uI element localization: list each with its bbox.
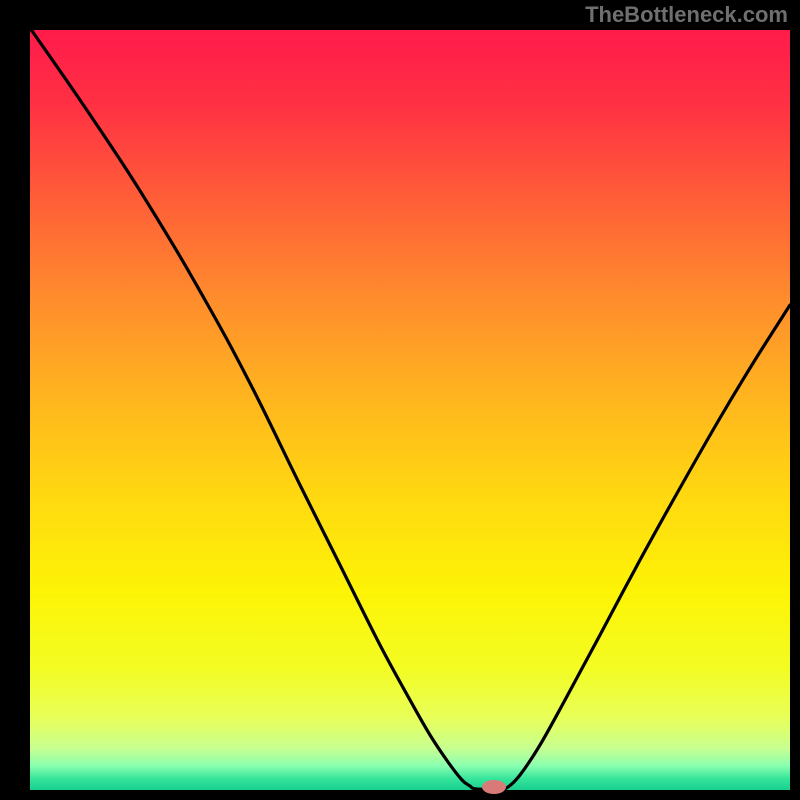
bottleneck-chart: [0, 0, 800, 800]
plot-background: [30, 30, 790, 790]
watermark-label: TheBottleneck.com: [585, 2, 788, 28]
chart-container: TheBottleneck.com: [0, 0, 800, 800]
optimal-marker: [482, 780, 506, 794]
